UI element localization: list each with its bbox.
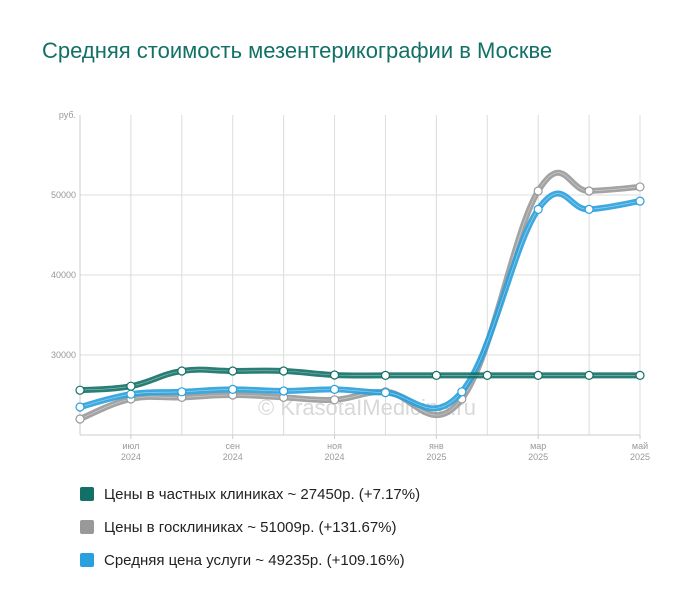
data-point xyxy=(533,370,543,380)
y-tick-label: 40000 xyxy=(51,270,76,280)
chart-legend: Цены в частных клиниках ~ 27450р. (+7.17… xyxy=(80,484,420,583)
data-point xyxy=(457,387,467,397)
data-point xyxy=(635,182,645,192)
data-point xyxy=(635,196,645,206)
chart-title: Средняя стоимость мезентерикографии в Мо… xyxy=(42,38,553,63)
data-point xyxy=(635,370,645,380)
chart-axes xyxy=(79,115,641,439)
series-line xyxy=(77,169,643,422)
x-tick-label: янв xyxy=(429,441,444,451)
data-point xyxy=(329,370,340,380)
y-tick-label: 50000 xyxy=(51,190,76,200)
x-tick-year: 2024 xyxy=(325,452,345,462)
legend-swatch-average xyxy=(80,553,94,567)
legend-item-public[interactable]: Цены в госклиниках ~ 51009р. (+131.67%) xyxy=(80,517,420,537)
data-point xyxy=(533,204,543,214)
legend-swatch-private xyxy=(80,487,94,501)
data-point xyxy=(584,370,594,380)
x-tick-year: 2025 xyxy=(630,452,650,462)
data-point xyxy=(75,414,85,424)
legend-item-average[interactable]: Средняя цена услуги ~ 49235р. (+109.16%) xyxy=(80,550,420,570)
x-tick-label: сен xyxy=(225,441,240,451)
series-line-highlight xyxy=(79,369,640,391)
legend-swatch-public xyxy=(80,520,94,534)
series-line-highlight xyxy=(79,172,641,420)
data-point xyxy=(177,387,187,397)
data-point xyxy=(228,366,238,376)
legend-label-average: Средняя цена услуги ~ 49235р. (+109.16%) xyxy=(104,551,405,569)
data-point xyxy=(380,388,391,398)
data-point xyxy=(380,370,391,380)
data-point xyxy=(329,384,340,394)
data-point xyxy=(279,366,289,376)
legend-label-public: Цены в госклиниках ~ 51009р. (+131.67%) xyxy=(104,518,397,536)
x-tick-year: 2024 xyxy=(121,452,141,462)
chart-grid xyxy=(79,115,641,435)
data-point xyxy=(533,186,543,196)
data-point xyxy=(177,366,187,376)
x-tick-year: 2024 xyxy=(223,452,243,462)
data-point xyxy=(228,384,238,394)
data-point xyxy=(584,204,594,214)
x-tick-label: ноя xyxy=(327,441,342,451)
legend-label-private: Цены в частных клиниках ~ 27450р. (+7.17… xyxy=(104,485,421,503)
chart-labels: 300004000050000руб.июл2024сен2024ноя2024… xyxy=(51,110,650,462)
series-line xyxy=(77,366,643,394)
data-point xyxy=(126,381,136,391)
y-tick-label: 30000 xyxy=(51,350,76,360)
data-point xyxy=(279,386,289,396)
y-axis-label: руб. xyxy=(59,110,76,120)
x-tick-label: июл xyxy=(122,441,139,451)
legend-item-private[interactable]: Цены в частных клиниках ~ 27450р. (+7.17… xyxy=(80,484,420,504)
data-point xyxy=(75,385,85,395)
chart-series xyxy=(75,169,645,424)
data-point xyxy=(126,389,136,399)
data-point xyxy=(482,370,492,380)
x-tick-label: май xyxy=(632,441,648,451)
data-point xyxy=(584,186,594,196)
data-point xyxy=(431,370,441,380)
x-tick-year: 2025 xyxy=(426,452,446,462)
data-point xyxy=(75,402,85,412)
x-tick-label: мар xyxy=(530,441,546,451)
data-point xyxy=(329,395,340,405)
x-tick-year: 2025 xyxy=(528,452,548,462)
